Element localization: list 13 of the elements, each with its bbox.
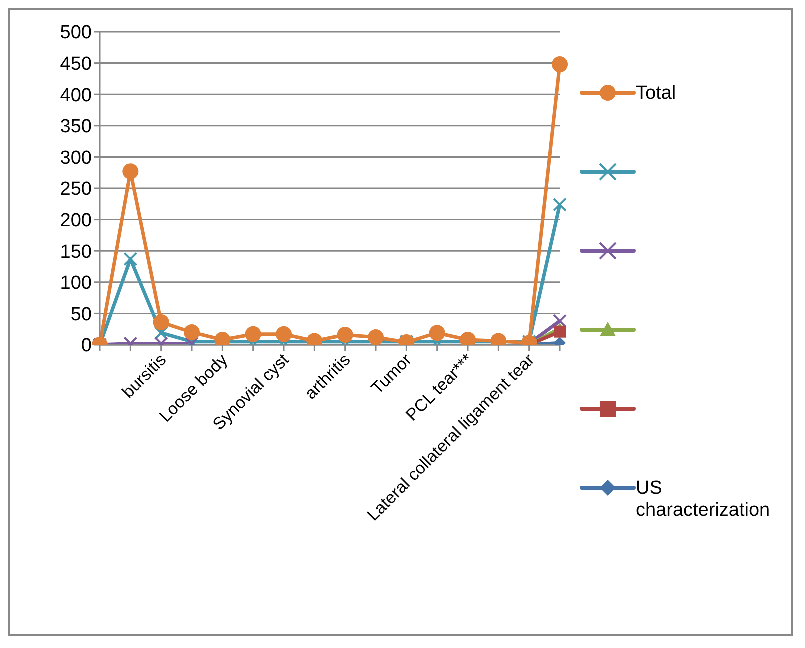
y-tick-label: 100	[60, 273, 92, 294]
y-tick-label: 400	[60, 85, 92, 106]
y-tick-label: 350	[60, 116, 92, 138]
legend-label: US characterization	[636, 478, 772, 522]
y-tick-label: 300	[60, 148, 92, 169]
y-tick-label: 150	[60, 242, 92, 263]
y-tick-label: 0	[81, 336, 92, 357]
y-tick-label: 450	[60, 54, 92, 76]
y-tick-label: 500	[60, 22, 92, 44]
legend-label: Total	[636, 83, 676, 105]
y-tick-label: 250	[60, 179, 92, 200]
y-tick-label: 200	[60, 210, 92, 232]
y-tick-label: 50	[70, 304, 92, 326]
